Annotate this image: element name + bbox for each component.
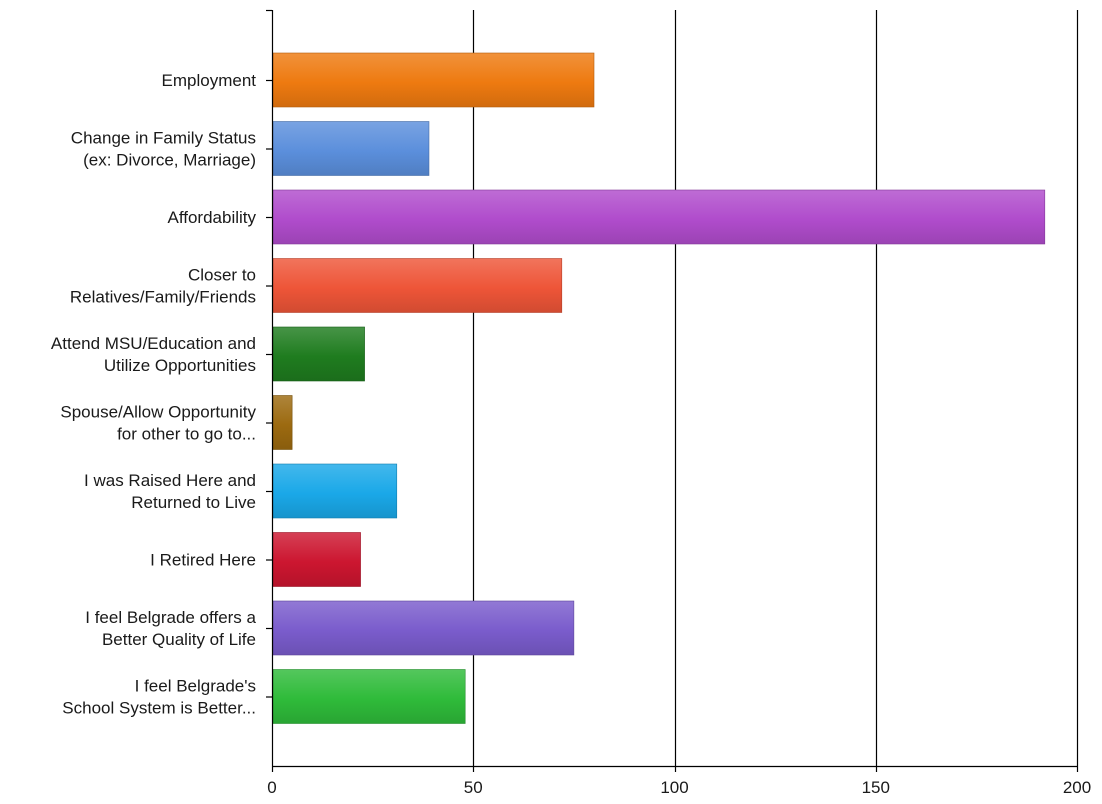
- category-label: Attend MSU/Education and Utilize Opportun…: [51, 334, 256, 375]
- tick-labels: 0 50 100 150 200: [267, 778, 1091, 797]
- axes: [266, 9, 1079, 772]
- bar: [272, 600, 575, 656]
- bar: [272, 189, 1046, 245]
- category-label: I feel Belgrade offers a Better Quality o…: [85, 608, 256, 649]
- x-tick-label: 50: [464, 778, 483, 797]
- x-tick-label: 0: [267, 778, 276, 797]
- bar: [272, 121, 430, 176]
- category-label: Change in Family Status (ex: Divorce, Mar…: [71, 129, 256, 170]
- bar: [272, 326, 365, 382]
- bar: [272, 395, 293, 450]
- bar: [272, 532, 361, 587]
- category-labels: Employment Change in Family Status (ex: Di…: [51, 71, 257, 718]
- category-label: I was Raised Here and Returned to Live: [84, 471, 256, 512]
- category-label: Affordability: [167, 208, 256, 227]
- bar: [272, 52, 595, 108]
- category-label: Employment: [162, 71, 257, 90]
- x-tick-label: 150: [862, 778, 890, 797]
- x-tick-label: 200: [1063, 778, 1091, 797]
- bars: [272, 52, 1046, 724]
- category-label: I Retired Here: [150, 551, 256, 570]
- bar: [272, 463, 398, 519]
- bar: [272, 258, 563, 313]
- category-label: Closer to Relatives/Family/Friends: [70, 266, 256, 307]
- x-tick-label: 100: [660, 778, 688, 797]
- bar: [272, 669, 466, 724]
- category-label: Spouse/Allow Opportunity for other to go …: [60, 403, 256, 444]
- category-label: I feel Belgrade's School System is Better…: [62, 677, 256, 718]
